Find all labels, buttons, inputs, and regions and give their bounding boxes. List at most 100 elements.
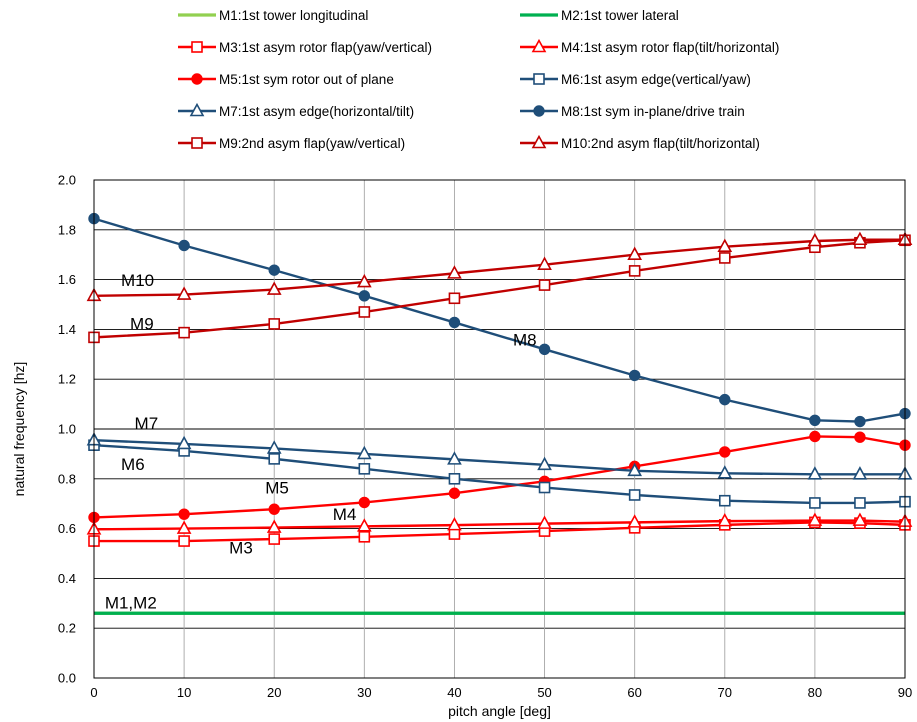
data-point xyxy=(266,519,282,533)
legend-label: M3:1st asym rotor flap(yaw/vertical) xyxy=(219,40,432,55)
data-point xyxy=(447,265,462,279)
data-point xyxy=(854,415,866,428)
data-point xyxy=(448,292,461,305)
legend-entry: M5:1st sym rotor out of plane xyxy=(178,72,394,87)
x-tick-label: 70 xyxy=(718,685,732,700)
plot-border xyxy=(93,179,906,679)
y-tick-label: 0.0 xyxy=(58,671,76,686)
legend-entry: M9:2nd asym flap(yaw/vertical) xyxy=(178,136,405,151)
y-tick-label: 0.4 xyxy=(58,571,76,586)
legend-swatch-marker xyxy=(533,73,545,85)
data-point xyxy=(448,528,461,540)
series-line xyxy=(93,435,906,519)
data-point xyxy=(807,512,823,526)
data-point xyxy=(537,256,552,270)
series-10 xyxy=(86,231,913,302)
data-point xyxy=(356,273,372,288)
data-point xyxy=(852,466,868,480)
series-line xyxy=(93,238,905,297)
data-point xyxy=(537,456,552,471)
legend-entry: M2:1st tower lateral xyxy=(520,8,679,23)
y-axis-title: natural frequency [hz] xyxy=(11,362,27,497)
data-point xyxy=(852,231,868,246)
x-axis-title: pitch angle [deg] xyxy=(448,703,551,719)
series-8 xyxy=(88,212,911,428)
data-point xyxy=(178,326,190,339)
legend-entry: M1:1st tower longitudinal xyxy=(178,8,368,23)
data-point xyxy=(627,246,643,261)
data-point xyxy=(628,489,641,501)
y-tick-label: 1.8 xyxy=(58,222,76,237)
x-tick-label: 30 xyxy=(357,685,371,700)
data-point xyxy=(356,518,372,532)
legend-label: M8:1st sym in-plane/drive train xyxy=(561,104,745,119)
data-point xyxy=(447,451,462,465)
data-point xyxy=(358,290,371,302)
legend-label: M7:1st asym edge(horizontal/tilt) xyxy=(219,104,414,119)
series-7 xyxy=(86,432,913,480)
legend-label: M10:2nd asym flap(tilt/horizontal) xyxy=(561,136,760,151)
legend-entry: M4:1st asym rotor flap(tilt/horizontal) xyxy=(520,38,779,55)
data-point xyxy=(266,440,282,454)
data-point xyxy=(852,512,868,526)
series-4 xyxy=(86,512,913,535)
data-point xyxy=(537,515,552,529)
data-point xyxy=(807,232,823,247)
x-tick-label: 80 xyxy=(808,685,822,700)
annotation-layer: M10 M9 M8 M7 M6 M5 M4 M3 M1,M2 xyxy=(105,271,537,612)
data-point xyxy=(268,503,280,515)
x-tick-label: 10 xyxy=(177,685,191,700)
series-layer xyxy=(86,212,913,615)
legend-swatch-marker xyxy=(533,105,545,117)
data-point xyxy=(176,435,192,450)
legend-swatch-marker xyxy=(189,102,205,117)
x-tick-label: 50 xyxy=(537,685,551,700)
series-line xyxy=(93,439,905,476)
legend-swatch-marker xyxy=(531,134,547,149)
legend-entry: M10:2nd asym flap(tilt/horizontal) xyxy=(520,134,760,151)
legend-entry: M8:1st sym in-plane/drive train xyxy=(520,104,745,119)
legend-label: M2:1st tower lateral xyxy=(561,8,679,23)
data-point xyxy=(809,430,821,443)
data-point xyxy=(268,318,281,330)
data-point xyxy=(178,239,190,252)
legend-swatch-marker xyxy=(191,73,203,85)
data-point xyxy=(268,453,281,465)
annotation-label: M4 xyxy=(333,505,357,524)
data-point xyxy=(809,497,821,509)
data-point xyxy=(266,281,282,295)
y-tick-label: 0.8 xyxy=(58,471,76,486)
annotation-label: M9 xyxy=(130,314,154,333)
data-point xyxy=(356,445,372,460)
x-tick-label: 20 xyxy=(267,685,281,700)
y-tick-label: 1.2 xyxy=(58,372,76,387)
series-line xyxy=(93,519,906,531)
legend-swatch-marker xyxy=(531,38,547,53)
legend-label: M9:2nd asym flap(yaw/vertical) xyxy=(219,136,405,151)
legend-swatch-marker xyxy=(191,41,203,53)
data-point xyxy=(176,286,192,300)
data-point xyxy=(717,238,733,253)
data-point xyxy=(628,265,641,277)
legend-label: M1:1st tower longitudinal xyxy=(219,8,368,23)
data-point xyxy=(627,462,643,477)
data-point xyxy=(268,264,280,276)
annotation-label: M1,M2 xyxy=(105,593,157,612)
x-tick-label: 90 xyxy=(898,685,912,700)
data-point xyxy=(448,487,461,499)
annotation-label: M5 xyxy=(265,479,289,498)
data-point xyxy=(448,316,461,329)
data-point xyxy=(717,465,733,479)
y-tick-label: 0.6 xyxy=(58,521,76,536)
y-tick-label: 1.0 xyxy=(58,422,76,437)
x-tick-label: 0 xyxy=(90,685,97,700)
legend: M1:1st tower longitudinal M2:1st tower la… xyxy=(178,8,779,151)
x-tick-label: 40 xyxy=(447,685,461,700)
data-point xyxy=(447,516,462,531)
legend-label: M4:1st asym rotor flap(tilt/horizontal) xyxy=(561,40,779,55)
legend-swatch-marker xyxy=(191,137,203,149)
data-point xyxy=(176,520,192,534)
annotation-label: M8 xyxy=(513,331,537,350)
data-point xyxy=(854,431,866,443)
